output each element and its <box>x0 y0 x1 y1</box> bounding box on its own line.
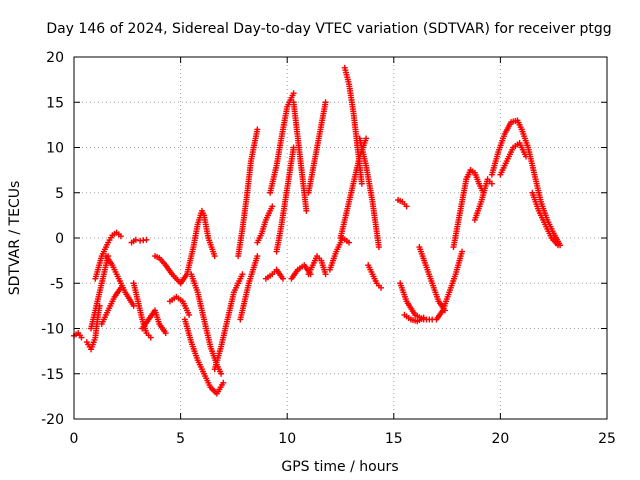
y-tick-label: -5 <box>50 276 64 292</box>
series-arc-09 <box>139 307 169 337</box>
series-arc-19 <box>262 266 286 282</box>
y-tick-label: -15 <box>41 367 64 383</box>
x-tick-label: 20 <box>491 431 509 447</box>
data-point <box>378 284 385 291</box>
series-arc-18 <box>254 203 276 246</box>
data-point <box>254 126 261 133</box>
series-arc-17 <box>237 253 261 323</box>
grid-layer <box>74 57 607 419</box>
series-arc-26 <box>326 235 353 273</box>
series-arc-15 <box>211 271 246 373</box>
data-point <box>554 242 561 249</box>
chart-title: Day 146 of 2024, Sidereal Day-to-day VTE… <box>46 21 611 37</box>
y-axis-label: SDTVAR / TECUs <box>7 181 23 296</box>
series-arc-32 <box>397 280 436 323</box>
data-point <box>375 244 382 251</box>
series-arc-28 <box>337 135 370 241</box>
tick-layer: 0 5 10 15 20 25 -20 -15 -10 -5 0 5 10 15 20 <box>41 50 616 447</box>
data-point <box>147 334 154 341</box>
series-arc-10 <box>152 253 184 287</box>
series-arc-12 <box>177 207 218 287</box>
series-arc-33 <box>401 311 427 325</box>
data-point <box>488 180 495 187</box>
data-point <box>218 370 225 377</box>
series-arc-37 <box>463 167 487 196</box>
data-point <box>279 275 286 282</box>
series-arc-01 <box>71 330 85 341</box>
series-arc-03 <box>88 253 112 332</box>
series-arc-11 <box>166 293 193 318</box>
series-arc-24 <box>305 253 329 278</box>
series-arc-13 <box>181 316 227 397</box>
data-point <box>211 253 218 260</box>
series-arc-29 <box>356 135 382 251</box>
x-axis-label: GPS time / hours <box>281 459 398 475</box>
x-tick-label: 0 <box>70 431 79 447</box>
data-point <box>186 311 193 318</box>
series-arc-35 <box>433 248 466 323</box>
data-point <box>290 90 297 97</box>
x-tick-label: 5 <box>176 431 185 447</box>
data-point <box>346 239 353 246</box>
data-point <box>269 203 276 210</box>
data-point <box>162 330 169 337</box>
x-tick-label: 25 <box>598 431 616 447</box>
data-point <box>322 99 329 106</box>
data-point <box>290 144 297 151</box>
y-tick-label: 20 <box>46 50 64 66</box>
series-arc-22 <box>290 99 310 214</box>
data-point <box>130 302 137 309</box>
data-point <box>239 271 246 278</box>
data-points <box>71 64 564 397</box>
series-arc-39 <box>488 117 525 178</box>
data-point <box>358 180 365 187</box>
series-arc-16 <box>235 126 261 260</box>
data-point <box>143 236 150 243</box>
series-arc-07 <box>128 236 150 246</box>
y-tick-label: 15 <box>46 95 64 111</box>
plot-frame <box>73 56 608 420</box>
series-arc-31 <box>395 196 410 210</box>
series-arc-40 <box>497 139 529 178</box>
data-point <box>117 233 124 240</box>
data-point <box>132 236 139 243</box>
data-point <box>322 271 329 278</box>
y-tick-label: 0 <box>55 231 64 247</box>
y-tick-label: 10 <box>46 141 64 157</box>
x-tick-label: 15 <box>385 431 403 447</box>
data-point <box>363 135 370 142</box>
series-arc-08 <box>130 280 154 341</box>
series-arc-20 <box>267 90 297 196</box>
series-arc-42 <box>529 189 561 249</box>
data-point <box>403 203 410 210</box>
data-point <box>459 248 466 255</box>
series-arc-06 <box>102 253 137 309</box>
series-arc-14 <box>188 271 225 377</box>
data-point <box>303 207 310 214</box>
data-point <box>254 253 261 260</box>
series-arc-27 <box>341 64 365 187</box>
data-point <box>78 334 85 341</box>
y-tick-label: -10 <box>41 322 64 338</box>
series-arc-04 <box>92 229 124 282</box>
series-arc-30 <box>365 262 385 291</box>
series-arc-21 <box>273 144 297 255</box>
data-point <box>420 314 427 321</box>
y-tick-label: -20 <box>41 412 64 428</box>
series-arc-38 <box>471 176 495 223</box>
data-point <box>220 379 227 386</box>
series-arc-25 <box>305 99 329 196</box>
series-arc-41 <box>518 126 564 249</box>
x-tick-label: 10 <box>278 431 296 447</box>
y-tick-label: 5 <box>55 186 64 202</box>
